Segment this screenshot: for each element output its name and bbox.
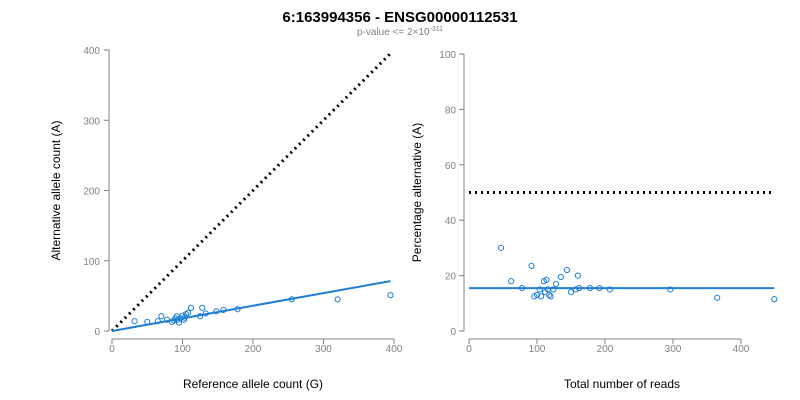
y-tick-label: 60 xyxy=(445,161,457,172)
data-point xyxy=(572,286,579,293)
x-tick-label: 100 xyxy=(174,344,191,355)
data-point xyxy=(606,286,613,293)
x-axis-label: Total number of reads xyxy=(564,377,680,391)
data-point xyxy=(334,296,341,303)
fit-line xyxy=(111,280,391,332)
x-tick-label: 300 xyxy=(665,344,682,355)
data-point xyxy=(546,291,553,299)
data-point xyxy=(667,286,674,293)
data-point xyxy=(543,276,550,283)
data-point xyxy=(552,280,560,288)
subtitle-exponent: -311 xyxy=(430,26,444,33)
x-tick-label: 100 xyxy=(529,344,546,355)
data-point xyxy=(771,296,778,303)
data-point xyxy=(537,293,545,300)
y-tick-label: 80 xyxy=(445,105,457,116)
y-axis-label: Percentage alternative (A) xyxy=(410,123,424,262)
x-tick-label: 400 xyxy=(733,344,750,355)
panel-percentage: 0 100 200 300 400 Total number of reads 0 20 40 6… xyxy=(410,50,778,391)
chart-subtitle: p-value <= 2×10-311 xyxy=(357,26,443,38)
data-point xyxy=(131,318,138,325)
data-point xyxy=(550,286,557,293)
x-tick-label: 400 xyxy=(386,344,403,355)
y-tick-label: 40 xyxy=(445,216,457,227)
data-point xyxy=(185,309,192,316)
y-tick-label: 0 xyxy=(450,327,456,338)
data-point xyxy=(574,272,581,279)
x-tick-label: 0 xyxy=(466,344,472,355)
y-tick-label: 400 xyxy=(83,46,100,57)
data-point xyxy=(533,291,541,299)
panel-allele-counts: 0 100 200 300 400 Reference allele count (G) 0… xyxy=(49,46,403,391)
data-point xyxy=(714,294,721,301)
x-tick-label: 0 xyxy=(109,344,115,355)
subtitle-text: p-value <= 2×10 xyxy=(357,27,430,38)
data-point xyxy=(508,278,515,285)
data-point xyxy=(199,304,206,311)
data-point xyxy=(387,292,394,299)
x-tick-label: 200 xyxy=(597,344,614,355)
x-tick-label: 300 xyxy=(315,344,332,355)
data-point xyxy=(547,293,554,300)
y-tick-label: 200 xyxy=(83,187,100,198)
y-tick-label: 20 xyxy=(445,272,457,283)
y-tick-label: 100 xyxy=(439,50,456,61)
data-point xyxy=(528,262,535,270)
data-point xyxy=(187,304,195,311)
y-tick-label: 300 xyxy=(83,116,100,127)
data-point xyxy=(563,266,571,274)
data-point xyxy=(536,286,543,293)
y-tick-label: 0 xyxy=(94,327,100,338)
x-tick-label: 200 xyxy=(245,344,262,355)
data-point xyxy=(497,244,505,251)
chart-title: 6:163994356 - ENSG00000112531 xyxy=(282,9,517,26)
data-point xyxy=(158,313,165,320)
x-axis-label: Reference allele count (G) xyxy=(183,377,323,391)
data-point xyxy=(557,273,564,281)
data-point xyxy=(567,289,575,296)
y-tick-label: 100 xyxy=(83,257,100,268)
y-axis-label: Alternative allele count (A) xyxy=(49,120,63,260)
